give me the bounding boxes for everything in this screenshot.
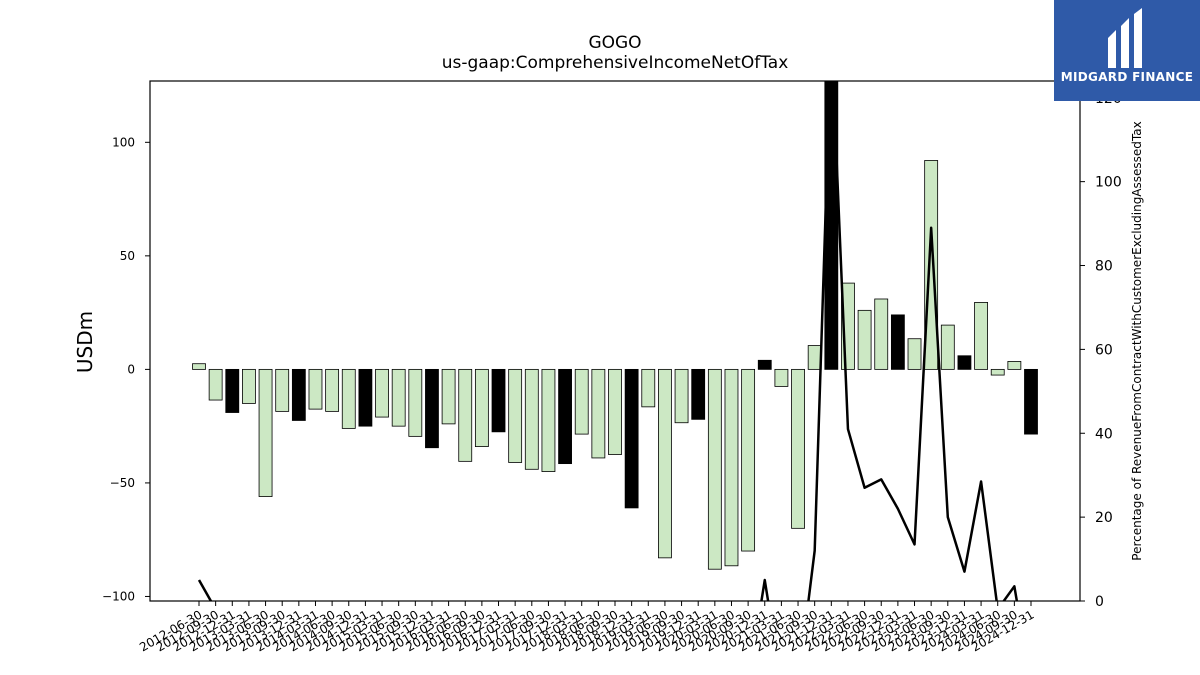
bar	[375, 368, 389, 418]
bar	[441, 368, 456, 425]
y-ticks: −100 −50 0 50 100	[102, 135, 150, 603]
bar	[940, 324, 955, 370]
bar	[1007, 361, 1022, 370]
bars-group	[192, 81, 1038, 570]
bar	[524, 368, 539, 470]
bar	[275, 368, 290, 412]
bar	[574, 368, 589, 435]
bar	[957, 355, 972, 370]
x-ticks: 2012-06-302012-09-302012-12-312013-03-31…	[137, 601, 1037, 654]
y-axis-label: USDm	[73, 311, 97, 373]
bar	[391, 368, 406, 427]
bar	[857, 309, 872, 370]
plot-frame	[149, 80, 1081, 602]
bar	[341, 368, 356, 429]
bar	[691, 368, 706, 420]
bar	[408, 368, 423, 437]
bar	[225, 368, 240, 413]
bar	[624, 368, 639, 509]
y2-tick-label: 80	[1095, 259, 1113, 275]
logo-text: MIDGARD FINANCE	[1060, 70, 1194, 84]
y-tick-label: 50	[120, 249, 135, 263]
logo-icon	[1108, 8, 1142, 68]
bar	[974, 301, 988, 370]
y2-tick-label: 0	[1095, 594, 1104, 610]
bar	[674, 368, 689, 424]
y2-tick-label: 20	[1095, 510, 1113, 526]
bar	[774, 368, 789, 387]
y-tick-label: −50	[110, 476, 135, 490]
bar	[558, 368, 572, 465]
bar	[591, 368, 606, 459]
y-tick-label: 100	[112, 135, 135, 149]
y2-tick-label: 60	[1095, 342, 1113, 358]
chart-subtitle: us-gaap:ComprehensiveIncomeNetOfTax	[442, 53, 789, 73]
bar	[890, 314, 905, 370]
logo: MIDGARD FINANCE	[1054, 0, 1200, 101]
bar	[308, 368, 323, 410]
bar	[907, 338, 922, 370]
bar	[458, 368, 473, 462]
bar	[208, 368, 223, 401]
bar	[707, 368, 722, 570]
bar	[874, 298, 889, 370]
bar	[474, 368, 489, 447]
y2-tick-label: 40	[1095, 426, 1113, 442]
bar	[608, 368, 622, 455]
bar	[757, 359, 772, 370]
bar	[258, 368, 273, 497]
bar	[791, 368, 805, 529]
bar	[491, 368, 506, 433]
y2-ticks: 020406080100120	[1080, 91, 1122, 610]
bar	[658, 368, 672, 559]
bar	[242, 368, 256, 404]
y-tick-label: −100	[102, 589, 135, 603]
bar	[924, 160, 939, 370]
y2-axis-label: Percentage of RevenueFromContractWithCus…	[1130, 121, 1144, 560]
bar	[291, 368, 306, 421]
series-line	[197, 81, 1019, 601]
bar	[990, 368, 1005, 376]
y-tick-label: 0	[127, 362, 135, 376]
bar	[541, 368, 556, 472]
bar	[425, 368, 439, 449]
bar	[807, 345, 822, 370]
chart-title: GOGO	[588, 33, 641, 53]
bar	[192, 363, 206, 370]
bar	[508, 368, 523, 463]
bar	[1024, 368, 1038, 435]
y2-tick-label: 100	[1095, 175, 1122, 191]
bar	[325, 368, 340, 412]
bar	[358, 368, 373, 427]
bar	[641, 368, 656, 408]
bar	[724, 368, 739, 567]
line-group	[197, 81, 1019, 601]
bar	[741, 368, 756, 552]
